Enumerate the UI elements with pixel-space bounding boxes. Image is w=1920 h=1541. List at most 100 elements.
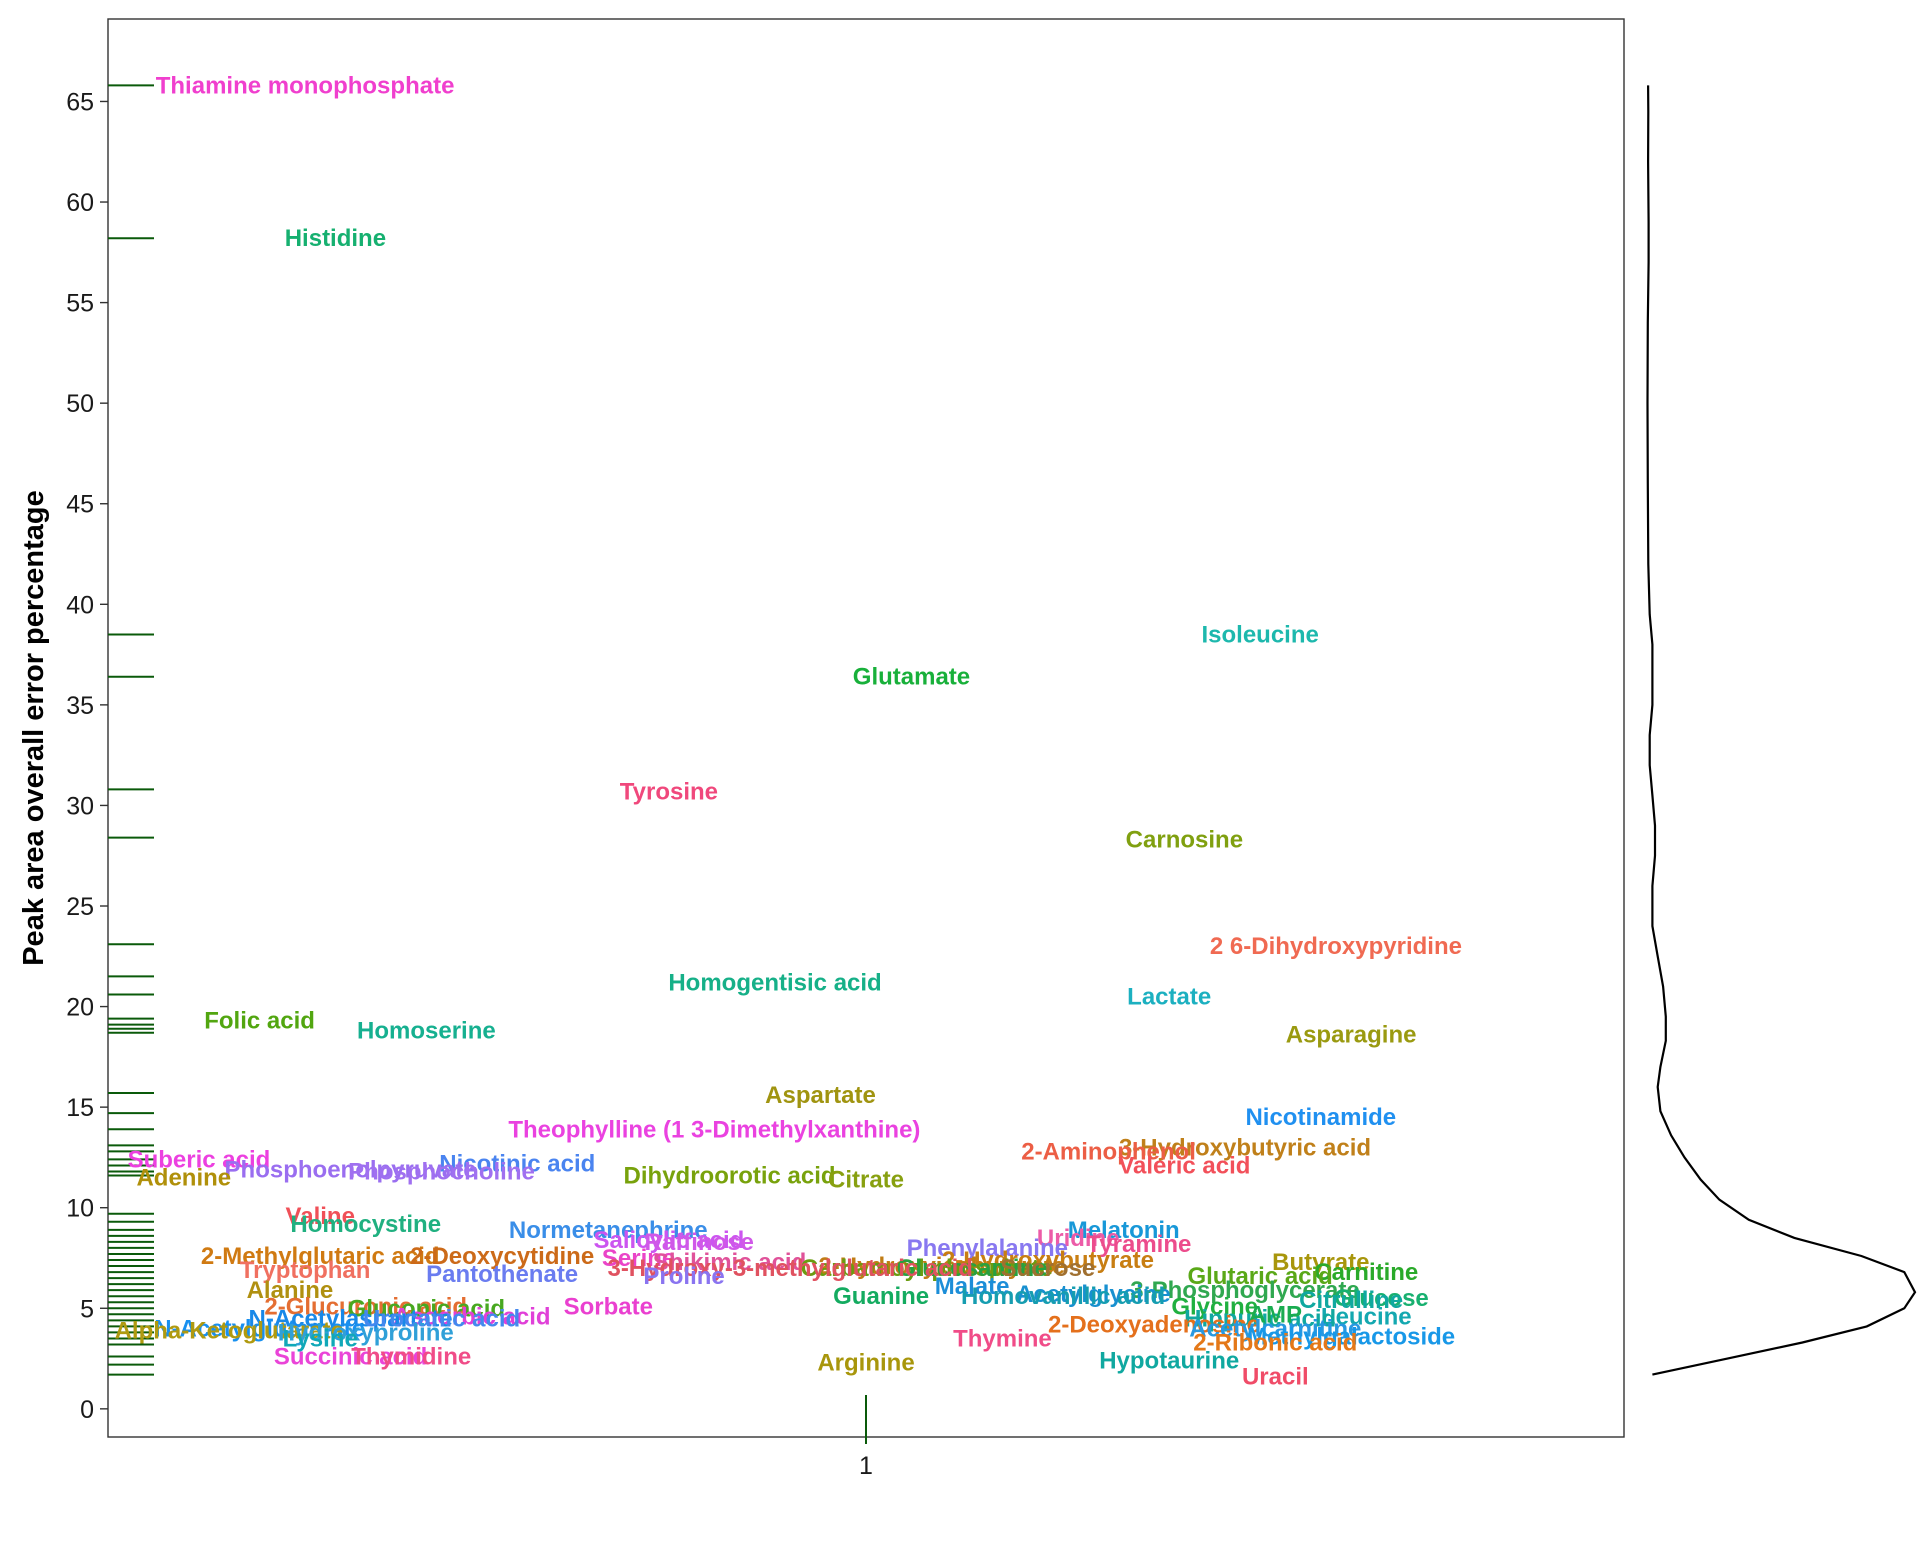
point-label: Nicotinamide: [1245, 1104, 1396, 1131]
point-label: Leucine: [1321, 1303, 1412, 1330]
point-label: 2-Deoxycytidine: [410, 1243, 594, 1270]
point-label: Malate: [935, 1273, 1010, 1300]
point-label: Thymidine: [351, 1344, 471, 1371]
point-label: N-Acetylaspartate: [249, 1305, 453, 1332]
point-label: Salicylic acid: [594, 1227, 745, 1254]
point-label: Glycine: [1171, 1293, 1258, 1320]
point-label: Suberic acid: [128, 1146, 271, 1173]
point-label: Carbamoyl phosphate: [801, 1255, 1053, 1282]
point-label: Butyrate: [1272, 1249, 1369, 1276]
point-label: Phenylalanine: [907, 1235, 1068, 1262]
y-tick-label: 65: [66, 88, 94, 116]
point-label: Proline: [643, 1263, 724, 1290]
point-label: Raffinose: [645, 1229, 754, 1256]
point-label: Methylgalactoside: [1247, 1323, 1455, 1350]
point-label: Succinic acid: [274, 1344, 427, 1371]
point-label: Urocanic acid: [363, 1305, 520, 1332]
point-label: 2-Methylglutaric acid: [201, 1243, 440, 1270]
point-label: 2-Ribonic acid: [1193, 1329, 1357, 1356]
point-label: Folic acid: [204, 1008, 315, 1035]
point-label: 2-Hydroxyisobutyrate: [818, 1253, 1065, 1280]
point-label: Guanine: [833, 1283, 929, 1310]
rug-layer: [108, 84, 154, 1376]
point-label: Uridine: [1037, 1225, 1120, 1252]
y-tick-label: 60: [66, 189, 94, 217]
point-label: Hippuric acid: [1184, 1305, 1336, 1332]
point-label: Alanine: [247, 1277, 334, 1304]
y-tick-label: 10: [66, 1195, 94, 1223]
point-label: Nicotinic acid: [439, 1150, 595, 1177]
plot-panel: [107, 18, 1625, 1438]
y-tick-label: 20: [66, 994, 94, 1022]
point-label: Homocystine: [290, 1211, 441, 1238]
point-label: 2-Hydroxybutyrate: [942, 1247, 1154, 1274]
point-label: Adenine: [136, 1165, 231, 1192]
point-label: Theophylline (1 3-Dimethylxanthine): [508, 1116, 920, 1143]
point-label: Homoserine: [357, 1018, 496, 1045]
point-label: Acetylcarnitine: [1189, 1315, 1361, 1342]
point-label: Alpha-Ketoglutarate: [115, 1317, 344, 1344]
marginal-density-curve: [1646, 85, 1917, 1376]
point-label: Valine: [286, 1203, 355, 1230]
point-label: Tyrosine: [620, 778, 718, 805]
point-labels-layer: Thiamine monophosphate Histidine Isoleucin…: [115, 72, 1462, 1390]
point-label: Histidine: [285, 225, 386, 252]
point-label: Carnosine: [1126, 827, 1243, 854]
point-label: Dihydroorotic acid: [624, 1163, 836, 1190]
point-label: Thymine: [953, 1325, 1052, 1352]
y-tick-label: 45: [66, 491, 94, 519]
point-label: Glucosamine: [897, 1255, 1048, 1282]
x-tick-label: 1: [859, 1452, 873, 1480]
point-label: 2-Aminophenol: [1021, 1138, 1196, 1165]
x-axis: 1: [859, 1395, 873, 1480]
point-label: 3-Hydroxy-3-methylglutaric acid: [607, 1255, 972, 1282]
point-label: Glutaric acid: [1187, 1263, 1332, 1290]
point-label: Isoleucine: [1201, 621, 1318, 648]
point-label: Tryptophan: [240, 1257, 371, 1284]
point-label: Serine: [602, 1245, 675, 1272]
point-label: Sorbate: [564, 1293, 653, 1320]
point-label: Normetanephrine: [509, 1217, 708, 1244]
point-label: Ascorbic acid: [393, 1303, 550, 1330]
point-label: Asparagine: [1286, 1022, 1417, 1049]
y-tick-label: 55: [66, 290, 94, 318]
point-label: Homogentisic acid: [668, 969, 881, 996]
point-label: Phosphocholine: [348, 1159, 535, 1186]
point-label: Thiamine monophosphate: [156, 72, 455, 99]
point-label: Acetylglycine: [1016, 1281, 1171, 1308]
point-label: Citrate: [828, 1167, 904, 1194]
point-label: Phosphoenolpyruvate: [225, 1156, 477, 1183]
point-label: Hypotaurine: [1099, 1348, 1239, 1375]
y-axis-title: Peak area overall error percentage: [18, 490, 50, 966]
point-label: Melatonin: [1068, 1217, 1180, 1244]
y-tick-label: 25: [66, 893, 94, 921]
point-label: Glutamate: [853, 664, 970, 691]
point-label: Carnitine: [1314, 1259, 1418, 1286]
point-label: Gluconic acid: [348, 1295, 505, 1322]
point-label: Citrulline: [1299, 1287, 1403, 1314]
y-tick-label: 5: [80, 1295, 94, 1323]
point-label: Sucrose: [1001, 1255, 1096, 1282]
point-label: 3-Phosphoglycerate: [1130, 1277, 1359, 1304]
point-label: 2-Deoxyadenosine: [1048, 1311, 1260, 1338]
point-label: Pantothenate: [426, 1261, 578, 1288]
point-label: Aspartate: [765, 1082, 876, 1109]
point-label: Lysine: [283, 1325, 358, 1352]
point-label: Uracil: [1242, 1364, 1309, 1391]
point-label: Arginine: [817, 1350, 914, 1377]
point-label: Hydroxyproline: [278, 1319, 454, 1346]
y-tick-label: 30: [66, 792, 94, 820]
y-axis: 0 5 10 15 20 25 30 35 40 45 50 55 60 65: [66, 88, 108, 1424]
point-label: Tyramine: [1086, 1231, 1191, 1258]
point-label: Lactate: [1127, 984, 1211, 1011]
y-tick-label: 40: [66, 591, 94, 619]
y-tick-label: 35: [66, 692, 94, 720]
point-label: Shikimic acid: [653, 1249, 806, 1276]
y-tick-label: 15: [66, 1094, 94, 1122]
point-label: Homovanillic acid: [961, 1283, 1165, 1310]
point-label: AMP: [1249, 1301, 1302, 1328]
point-label: 2-Glucuronic acid: [264, 1293, 467, 1320]
point-label: N-Acetylglutamate: [154, 1315, 365, 1342]
